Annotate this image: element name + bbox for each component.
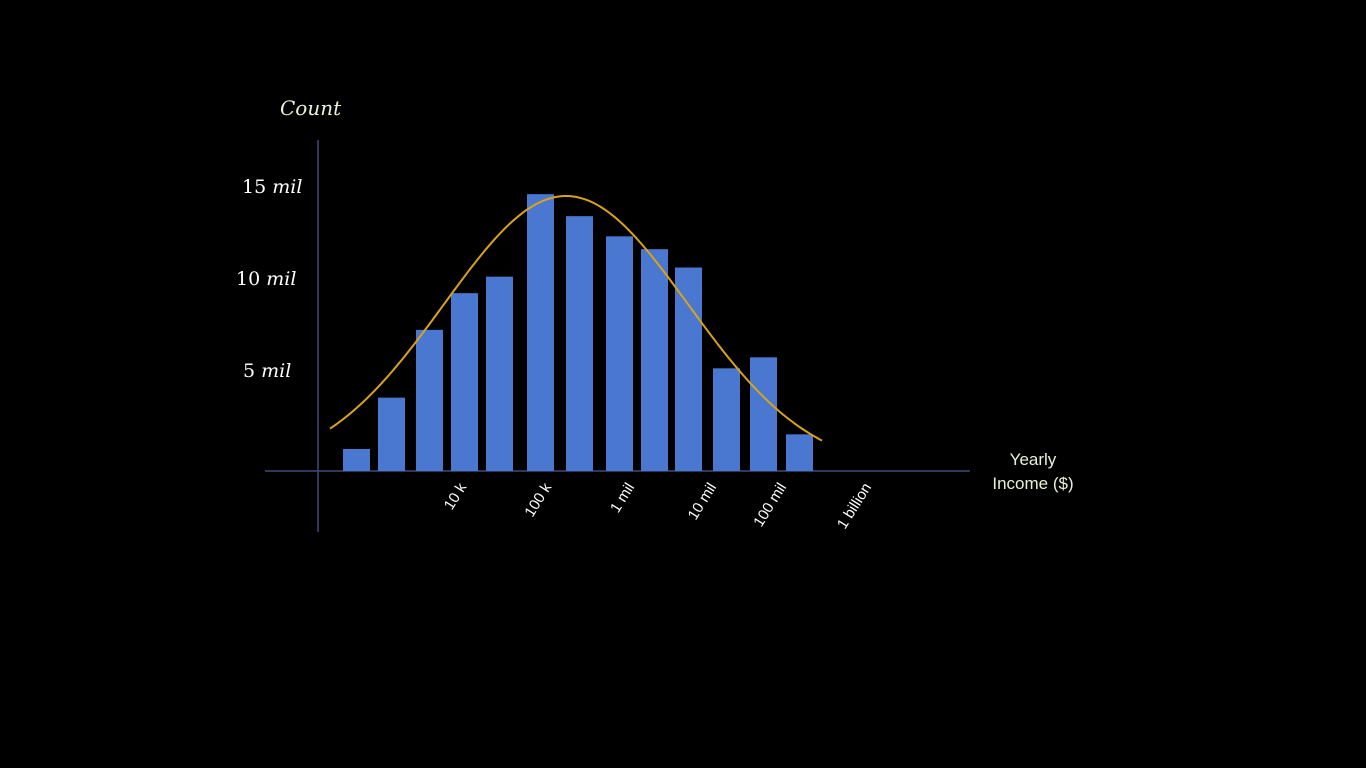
bar-9 (641, 249, 668, 471)
y-tick-label-15: 15 mil (242, 176, 302, 198)
y-tick-unit: mil (261, 360, 292, 382)
x-axis-title-line-1: Yearly (1009, 450, 1057, 469)
y-tick-unit: mil (266, 268, 297, 290)
bar-2 (378, 397, 405, 471)
x-axis-title: Yearly Income ($) (973, 448, 1093, 496)
y-tick-unit: mil (272, 176, 303, 198)
fit-curve (329, 195, 823, 442)
bars-group (343, 194, 813, 471)
bar-3 (416, 329, 443, 471)
y-tick-number: 15 (242, 176, 267, 198)
bar-10 (675, 267, 702, 471)
y-axis-title: Count (280, 96, 342, 120)
bar-7 (566, 216, 593, 471)
bar-12 (750, 357, 777, 471)
bar-1 (343, 449, 370, 471)
bar-8 (606, 236, 633, 471)
y-tick-number: 10 (236, 268, 261, 290)
bar-5 (486, 276, 513, 471)
bar-4 (451, 293, 478, 471)
bar-6 (527, 194, 554, 471)
y-tick-label-10: 10 mil (236, 268, 296, 290)
y-tick-number: 5 (243, 360, 256, 382)
bar-13 (786, 434, 813, 471)
x-axis-title-line-2: Income ($) (992, 474, 1074, 493)
bar-11 (713, 368, 740, 471)
y-tick-label-5: 5 mil (243, 360, 291, 382)
